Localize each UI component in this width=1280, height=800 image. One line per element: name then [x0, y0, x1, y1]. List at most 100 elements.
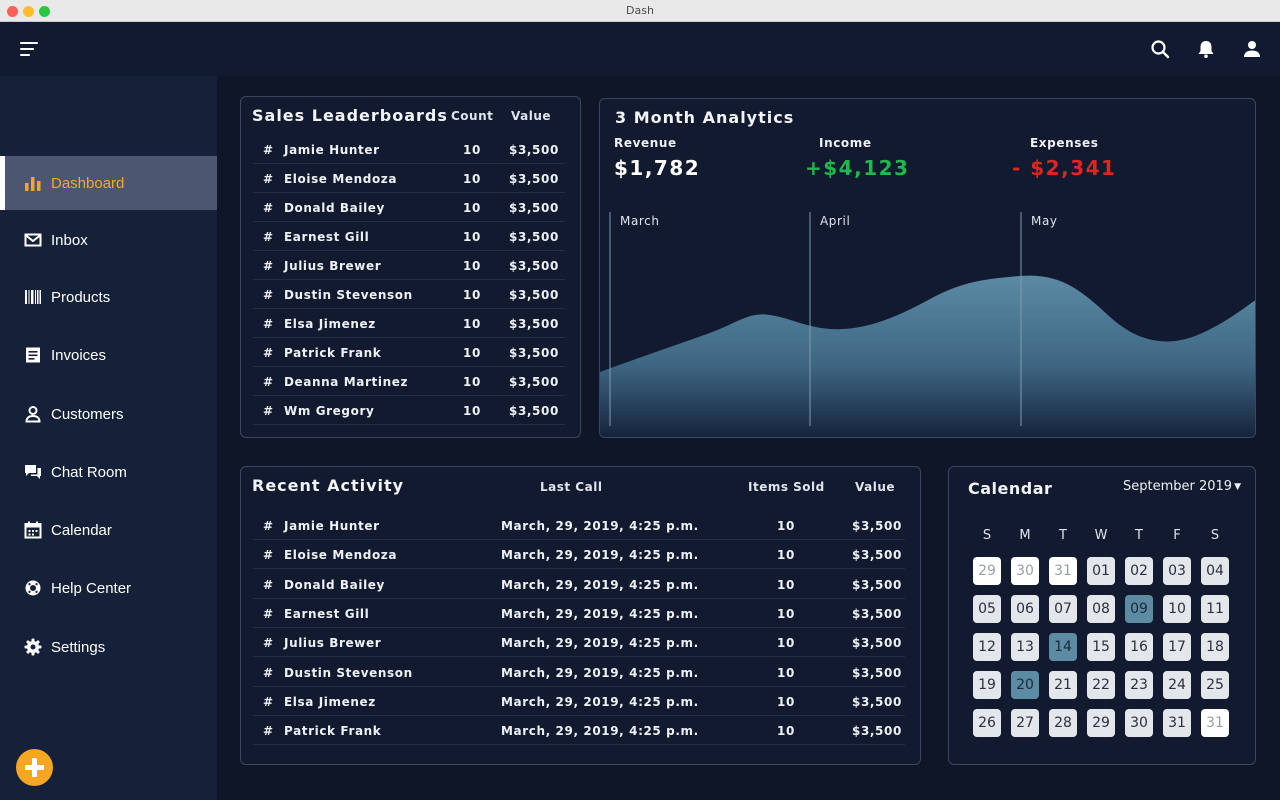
add-button[interactable]	[16, 749, 53, 786]
calendar-day[interactable]: 26	[973, 709, 1001, 737]
search-icon[interactable]	[1150, 39, 1170, 59]
calendar-day[interactable]: 16	[1125, 633, 1153, 661]
leaderboard-row[interactable]: # Earnest Gill 10 $3,500	[253, 222, 565, 251]
calendar-day[interactable]: 18	[1201, 633, 1229, 661]
activity-last-call: March, 29, 2019, 4:25 p.m.	[501, 548, 699, 563]
calendar-day[interactable]: 04	[1201, 557, 1229, 585]
leaderboard-count: 10	[463, 172, 481, 186]
sidebar-item-label: Help Center	[51, 579, 132, 597]
revenue-value: $1,782	[614, 156, 701, 180]
leaderboard-title: Sales Leaderboards	[252, 106, 448, 125]
leaderboard-value-header: Value	[511, 109, 552, 123]
calendar-day[interactable]: 28	[1049, 709, 1077, 737]
calendar-day[interactable]: 10	[1163, 595, 1191, 623]
activity-last-call: March, 29, 2019, 4:25 p.m.	[501, 694, 699, 709]
calendar-day[interactable]: 31	[1163, 709, 1191, 737]
leaderboard-row[interactable]: # Dustin Stevenson 10 $3,500	[253, 280, 565, 309]
calendar-day-selected[interactable]: 20	[1011, 671, 1039, 699]
calendar-day[interactable]: 25	[1201, 671, 1229, 699]
activity-hash: #	[263, 577, 274, 592]
activity-items-sold-header: Items Sold	[748, 480, 825, 494]
sidebar-item-chat-room[interactable]: Chat Room	[0, 445, 217, 499]
activity-last-call: March, 29, 2019, 4:25 p.m.	[501, 519, 699, 533]
leaderboard-count: 10	[463, 143, 481, 157]
window-minimize-button[interactable]	[23, 6, 34, 17]
calendar-day[interactable]: 17	[1163, 633, 1191, 661]
sidebar-item-invoices[interactable]: Invoices	[0, 328, 217, 382]
activity-row[interactable]: # Donald Bailey March, 29, 2019, 4:25 p.m.…	[253, 570, 905, 599]
activity-row[interactable]: # Elsa Jimenez March, 29, 2019, 4:25 p.m. 1…	[253, 687, 905, 716]
activity-name: Elsa Jimenez	[284, 694, 376, 709]
sidebar-item-settings[interactable]: Settings	[0, 620, 217, 674]
sidebar-item-dashboard[interactable]: Dashboard	[0, 156, 217, 210]
calendar-day[interactable]: 11	[1201, 595, 1229, 623]
calendar-day[interactable]: 02	[1125, 557, 1153, 585]
weekday-label: S	[1210, 528, 1220, 543]
leaderboard-row[interactable]: # Wm Gregory 10 $3,500	[253, 396, 565, 425]
calendar-day[interactable]: 08	[1087, 595, 1115, 623]
calendar-day[interactable]: 05	[973, 595, 1001, 623]
calendar-day[interactable]: 19	[973, 671, 1001, 699]
activity-row[interactable]: # Earnest Gill March, 29, 2019, 4:25 p.m. 1…	[253, 599, 905, 628]
calendar-day-selected[interactable]: 14	[1049, 633, 1077, 661]
activity-hash: #	[263, 519, 274, 533]
leaderboard-row[interactable]: # Deanna Martinez 10 $3,500	[253, 367, 565, 396]
calendar-day[interactable]: 31	[1049, 557, 1077, 585]
activity-last-call: March, 29, 2019, 4:25 p.m.	[501, 724, 699, 739]
calendar-day[interactable]: 06	[1011, 595, 1039, 623]
activity-items: 10	[777, 548, 795, 563]
activity-row[interactable]: # Jamie Hunter March, 29, 2019, 4:25 p.m. 1…	[253, 511, 905, 540]
leaderboard-hash: #	[263, 346, 274, 360]
leaderboard-row[interactable]: # Eloise Mendoza 10 $3,500	[253, 164, 565, 193]
window-close-button[interactable]	[7, 6, 18, 17]
user-icon[interactable]	[1242, 39, 1262, 59]
calendar-day[interactable]: 13	[1011, 633, 1039, 661]
calendar-day[interactable]: 31	[1201, 709, 1229, 737]
recent-activity-panel: Recent Activity Last Call Items Sold Val…	[240, 466, 921, 765]
calendar-day[interactable]: 23	[1125, 671, 1153, 699]
leaderboard-row[interactable]: # Elsa Jimenez 10 $3,500	[253, 309, 565, 338]
mail-icon	[24, 233, 42, 247]
calendar-day[interactable]: 24	[1163, 671, 1191, 699]
sidebar-item-customers[interactable]: Customers	[0, 387, 217, 441]
calendar-day[interactable]: 07	[1049, 595, 1077, 623]
top-bar	[0, 22, 1280, 76]
activity-row[interactable]: # Eloise Mendoza March, 29, 2019, 4:25 p.m…	[253, 540, 905, 570]
expenses-label: Expenses	[1030, 136, 1099, 150]
leaderboard-row[interactable]: # Jamie Hunter 10 $3,500	[253, 135, 565, 164]
bell-icon[interactable]	[1196, 39, 1216, 59]
calendar-day[interactable]: 29	[1087, 709, 1115, 737]
leaderboard-row[interactable]: # Julius Brewer 10 $3,500	[253, 251, 565, 280]
calendar-day[interactable]: 30	[1011, 557, 1039, 585]
calendar-day[interactable]: 29	[973, 557, 1001, 585]
calendar-day[interactable]: 03	[1163, 557, 1191, 585]
sidebar-item-calendar[interactable]: Calendar	[0, 503, 217, 557]
activity-value: $3,500	[852, 519, 902, 533]
sidebar-item-help-center[interactable]: Help Center	[0, 561, 217, 615]
calendar-day[interactable]: 12	[973, 633, 1001, 661]
activity-row[interactable]: # Patrick Frank March, 29, 2019, 4:25 p.m.…	[253, 716, 905, 746]
leaderboard-row[interactable]: # Patrick Frank 10 $3,500	[253, 338, 565, 367]
calendar-day[interactable]: 15	[1087, 633, 1115, 661]
calendar-day[interactable]: 27	[1011, 709, 1039, 737]
calendar-day-selected[interactable]: 09	[1125, 595, 1153, 623]
sidebar-item-inbox[interactable]: Inbox	[0, 213, 217, 267]
activity-row[interactable]: # Dustin Stevenson March, 29, 2019, 4:25 p…	[253, 658, 905, 687]
calendar-day[interactable]: 30	[1125, 709, 1153, 737]
calendar-day[interactable]: 01	[1087, 557, 1115, 585]
calendar-panel: Calendar September 2019 ▼ S M T W T F S 29 30 31 01…	[948, 466, 1256, 765]
activity-items: 10	[777, 519, 795, 533]
sidebar-item-label: Settings	[51, 638, 106, 656]
activity-last-call: March, 29, 2019, 4:25 p.m.	[501, 665, 699, 680]
sidebar-item-label: Calendar	[51, 521, 112, 539]
leaderboard-name: Wm Gregory	[284, 404, 375, 418]
calendar-day[interactable]: 21	[1049, 671, 1077, 699]
chevron-down-icon: ▼	[1234, 482, 1241, 492]
month-dropdown[interactable]: September 2019 ▼	[1123, 479, 1241, 494]
calendar-day[interactable]: 22	[1087, 671, 1115, 699]
sidebar-item-products[interactable]: Products	[0, 270, 217, 324]
activity-row[interactable]: # Julius Brewer March, 29, 2019, 4:25 p.m.…	[253, 628, 905, 658]
menu-icon[interactable]	[20, 42, 38, 56]
leaderboard-row[interactable]: # Donald Bailey 10 $3,500	[253, 193, 565, 222]
window-zoom-button[interactable]	[39, 6, 50, 17]
